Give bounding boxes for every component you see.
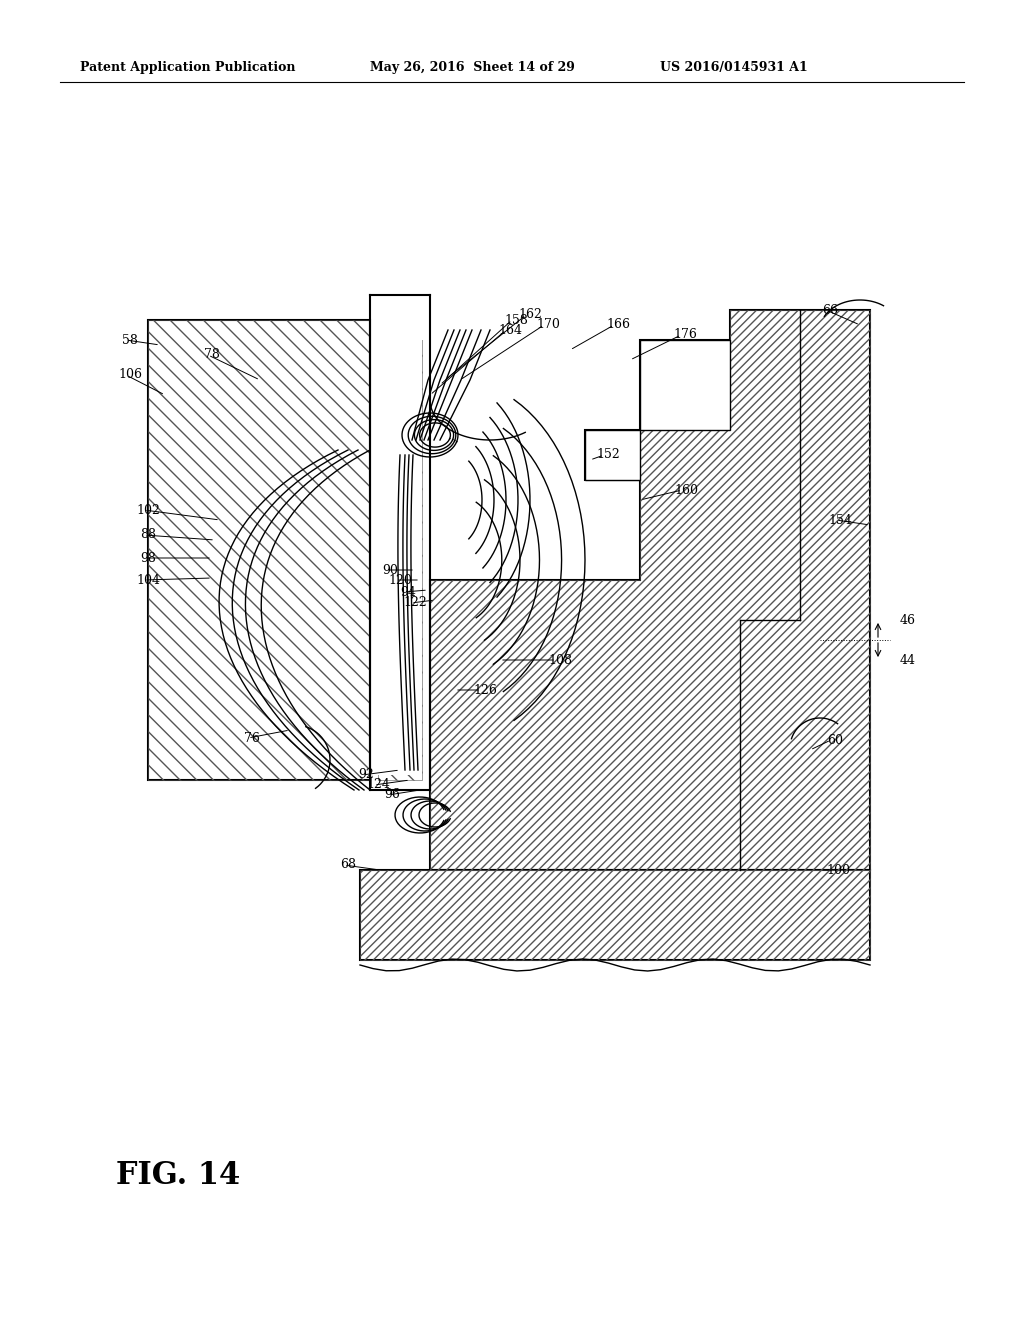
Text: 46: 46 bbox=[900, 614, 916, 627]
Text: 126: 126 bbox=[473, 684, 497, 697]
Bar bbox=[640, 341, 730, 430]
Text: 94: 94 bbox=[400, 586, 416, 598]
Text: FIG. 14: FIG. 14 bbox=[116, 1159, 240, 1191]
Text: 154: 154 bbox=[828, 513, 852, 527]
Text: 152: 152 bbox=[596, 449, 620, 462]
Text: Patent Application Publication: Patent Application Publication bbox=[80, 62, 296, 74]
Text: 88: 88 bbox=[140, 528, 156, 541]
Text: 60: 60 bbox=[827, 734, 843, 747]
Text: 120: 120 bbox=[388, 573, 412, 586]
Text: 108: 108 bbox=[548, 653, 572, 667]
Polygon shape bbox=[430, 310, 870, 870]
Text: 158: 158 bbox=[504, 314, 528, 326]
Text: 102: 102 bbox=[136, 503, 160, 516]
Text: 92: 92 bbox=[358, 768, 374, 781]
Text: 170: 170 bbox=[536, 318, 560, 331]
Text: 96: 96 bbox=[384, 788, 400, 801]
Text: 166: 166 bbox=[606, 318, 630, 331]
Bar bbox=[378, 341, 422, 780]
Text: 122: 122 bbox=[403, 597, 427, 610]
Text: 58: 58 bbox=[122, 334, 138, 346]
Bar bbox=[585, 430, 640, 480]
Text: 78: 78 bbox=[204, 348, 220, 362]
Text: May 26, 2016  Sheet 14 of 29: May 26, 2016 Sheet 14 of 29 bbox=[370, 62, 574, 74]
Bar bbox=[378, 335, 422, 775]
Text: 44: 44 bbox=[900, 653, 916, 667]
Text: 98: 98 bbox=[140, 552, 156, 565]
Polygon shape bbox=[148, 319, 370, 780]
Text: US 2016/0145931 A1: US 2016/0145931 A1 bbox=[660, 62, 808, 74]
Text: 176: 176 bbox=[673, 329, 697, 342]
Text: 66: 66 bbox=[822, 304, 838, 317]
Text: 68: 68 bbox=[340, 858, 356, 871]
Text: 106: 106 bbox=[118, 368, 142, 381]
Text: 124: 124 bbox=[366, 779, 390, 792]
Text: 160: 160 bbox=[674, 483, 698, 496]
Text: 100: 100 bbox=[826, 863, 850, 876]
Text: 76: 76 bbox=[244, 731, 260, 744]
Text: 90: 90 bbox=[382, 564, 398, 577]
Text: 104: 104 bbox=[136, 573, 160, 586]
Text: 164: 164 bbox=[498, 323, 522, 337]
Text: 162: 162 bbox=[518, 309, 542, 322]
Polygon shape bbox=[360, 870, 870, 960]
